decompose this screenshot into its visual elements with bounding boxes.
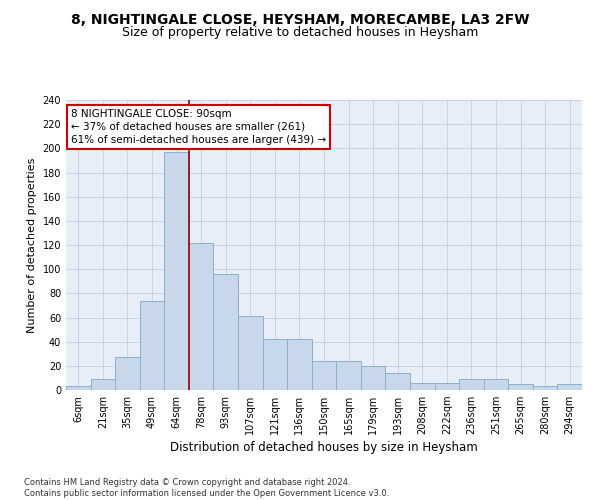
Text: Contains HM Land Registry data © Crown copyright and database right 2024.
Contai: Contains HM Land Registry data © Crown c… (24, 478, 389, 498)
Bar (533, 386, 557, 390)
Text: Size of property relative to detached houses in Heysham: Size of property relative to detached ho… (122, 26, 478, 39)
Bar (385, 373, 410, 390)
Bar (336, 361, 361, 390)
Text: 8, NIGHTINGALE CLOSE, HEYSHAM, MORECAMBE, LA3 2FW: 8, NIGHTINGALE CLOSE, HEYSHAM, MORECAMBE… (71, 12, 529, 26)
Bar (508, 384, 533, 390)
Bar (115, 358, 140, 390)
Bar (434, 383, 459, 390)
Text: 8 NIGHTINGALE CLOSE: 90sqm
← 37% of detached houses are smaller (261)
61% of sem: 8 NIGHTINGALE CLOSE: 90sqm ← 37% of deta… (71, 108, 326, 145)
Bar (361, 366, 385, 390)
Bar (140, 300, 164, 390)
Bar (238, 316, 263, 390)
Bar (91, 379, 115, 390)
Bar (189, 242, 214, 390)
Bar (312, 361, 336, 390)
Bar (214, 274, 238, 390)
Bar (287, 339, 312, 390)
Y-axis label: Number of detached properties: Number of detached properties (27, 158, 37, 332)
Bar (410, 383, 434, 390)
Bar (164, 152, 189, 390)
Bar (557, 384, 582, 390)
Bar (484, 379, 508, 390)
Bar (459, 379, 484, 390)
X-axis label: Distribution of detached houses by size in Heysham: Distribution of detached houses by size … (170, 442, 478, 454)
Bar (66, 386, 91, 390)
Bar (263, 339, 287, 390)
